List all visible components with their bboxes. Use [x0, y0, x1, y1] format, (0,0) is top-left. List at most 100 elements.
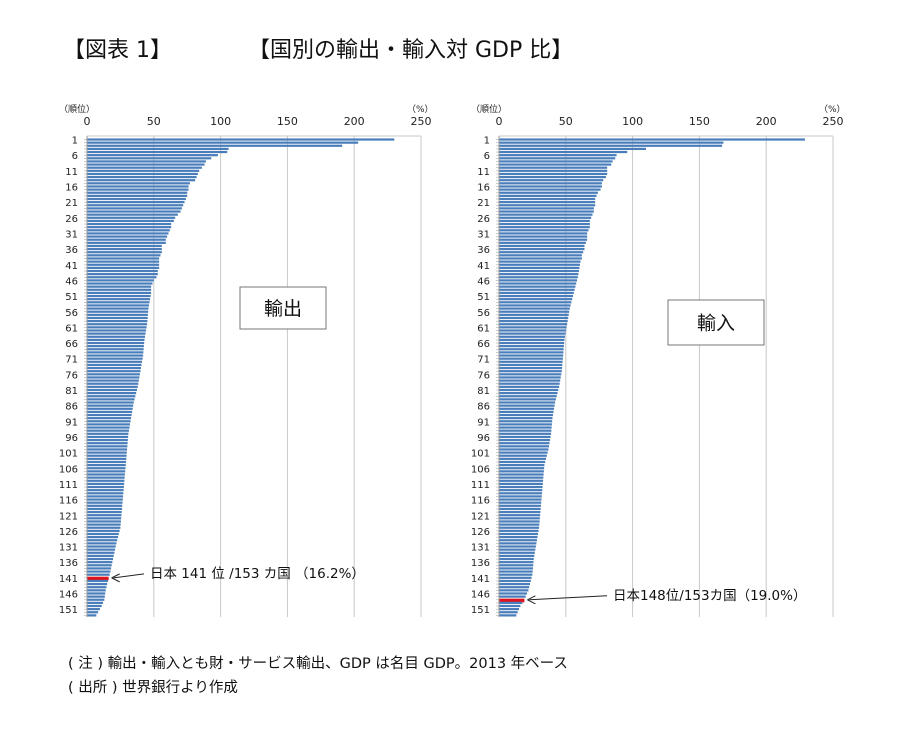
bar	[499, 175, 606, 179]
bar	[499, 301, 572, 304]
bar	[499, 244, 585, 248]
figure-label: 【図表 1】	[63, 38, 172, 63]
bar	[87, 213, 178, 216]
bar	[499, 545, 536, 548]
bar	[87, 263, 160, 266]
y-tick-label: 71	[65, 355, 78, 366]
y-tick-label: 76	[65, 370, 78, 381]
bar	[87, 407, 133, 410]
bar	[87, 561, 113, 564]
bar	[87, 567, 112, 570]
bar	[499, 501, 542, 504]
x-tick-label: 200	[344, 115, 365, 128]
bar	[87, 420, 131, 423]
bar	[499, 207, 594, 210]
bar	[499, 520, 540, 523]
bar	[499, 316, 569, 320]
y-tick-label: 101	[59, 449, 78, 460]
bar	[499, 307, 570, 310]
bar	[499, 185, 602, 188]
y-tick-label: 66	[477, 339, 490, 350]
bar	[499, 507, 541, 511]
y-tick-label: 141	[471, 574, 490, 585]
annotation-arrow-line	[529, 595, 608, 601]
x-tick-label: 250	[823, 115, 844, 128]
bar	[87, 604, 102, 608]
bar	[499, 257, 582, 260]
bar	[87, 204, 184, 207]
bar	[87, 351, 144, 354]
y-tick-label: 141	[59, 574, 78, 585]
bar	[87, 216, 176, 219]
bar	[87, 498, 123, 501]
bar	[499, 517, 540, 520]
bar	[499, 438, 551, 442]
bar	[499, 579, 531, 583]
y-tick-label: 11	[477, 167, 490, 178]
bar	[499, 454, 547, 457]
bar	[87, 207, 182, 210]
y-axis-label: （順位）	[59, 103, 95, 115]
bar	[87, 479, 125, 482]
bar	[87, 282, 153, 285]
bar	[499, 413, 553, 417]
bar	[87, 185, 189, 188]
bar	[499, 160, 613, 163]
bar	[499, 385, 560, 388]
bar	[499, 442, 550, 445]
bar	[499, 529, 539, 532]
y-tick-label: 151	[59, 605, 78, 616]
bar	[87, 316, 148, 320]
y-tick-label: 56	[65, 308, 78, 319]
bar	[499, 589, 529, 592]
bar	[499, 539, 537, 542]
bar	[499, 310, 570, 313]
bar	[87, 326, 147, 329]
bar	[499, 348, 564, 351]
bar	[499, 179, 604, 182]
x-tick-label: 150	[277, 115, 298, 128]
bar	[499, 498, 542, 501]
chart-title: 輸出	[264, 298, 302, 320]
x-tick-label: 100	[210, 115, 231, 128]
bar	[499, 445, 549, 448]
y-tick-label: 86	[65, 402, 78, 413]
bar	[499, 604, 521, 608]
bar	[499, 523, 540, 526]
bar	[87, 526, 121, 529]
bar	[87, 536, 118, 539]
bar	[87, 241, 166, 244]
bar	[499, 291, 574, 295]
bar	[499, 304, 571, 307]
y-tick-label: 106	[59, 464, 78, 475]
bar	[499, 564, 534, 567]
y-tick-label: 61	[477, 323, 490, 334]
y-tick-label: 56	[477, 308, 490, 319]
annotation-arrow-line	[113, 573, 145, 579]
bar	[499, 370, 562, 373]
bar	[499, 510, 541, 514]
bar	[87, 410, 133, 414]
bar	[499, 595, 526, 598]
x-tick-label: 50	[559, 115, 573, 128]
bar	[87, 357, 143, 360]
bar	[87, 542, 117, 545]
y-tick-label: 21	[477, 198, 490, 209]
bar	[87, 226, 172, 229]
bar	[87, 482, 125, 486]
y-tick-label: 46	[65, 276, 78, 287]
y-tick-label: 51	[477, 292, 490, 303]
y-tick-label: 1	[484, 136, 490, 147]
bar	[87, 463, 126, 467]
bar	[87, 222, 172, 226]
bar	[87, 269, 158, 273]
bar	[87, 182, 190, 185]
bar	[499, 373, 562, 376]
bar	[499, 141, 724, 144]
bar	[499, 354, 564, 357]
bar	[87, 391, 137, 395]
bar	[499, 554, 535, 558]
bar	[87, 354, 144, 357]
y-tick-label: 136	[59, 558, 78, 569]
bar	[499, 601, 523, 604]
